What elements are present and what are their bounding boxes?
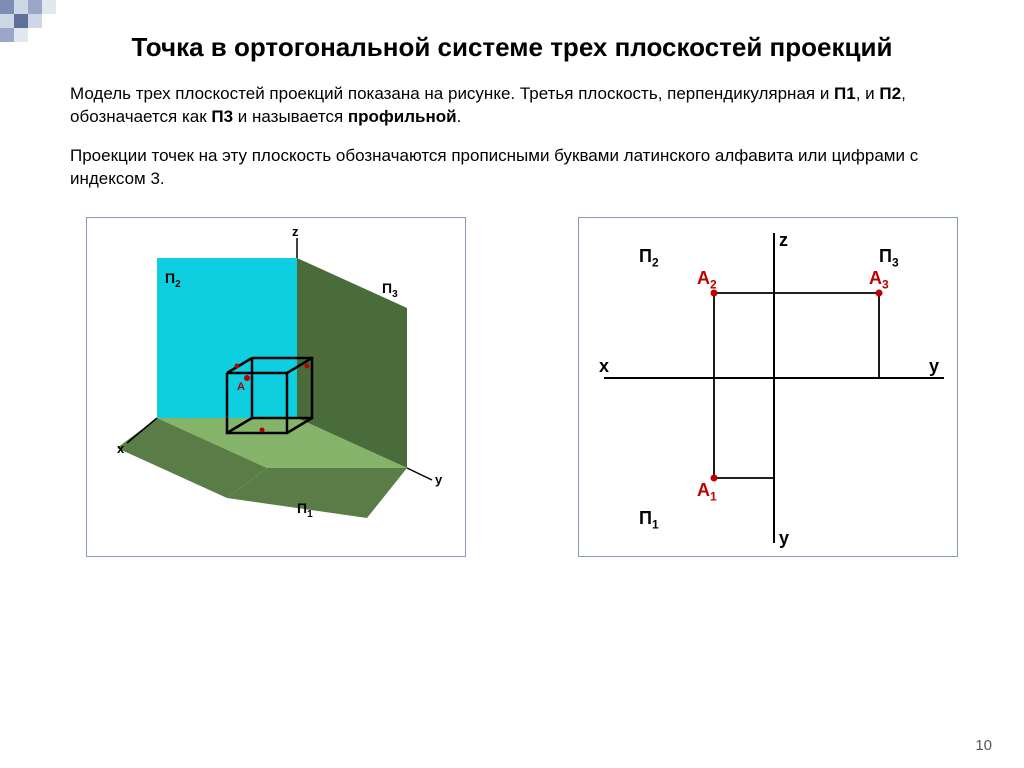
label-a1-2d: A1: [697, 480, 717, 504]
figures-row: z x y П2 П3 П1 A z x: [0, 207, 1024, 557]
figure-2d-svg: [579, 218, 959, 558]
label-x-3d: x: [117, 441, 125, 456]
label-y-bottom-2d: y: [779, 528, 789, 549]
p1-bold-h: профильной: [348, 107, 457, 126]
page-number: 10: [975, 737, 992, 754]
title-text: Точка в ортогональной системе трех плоск…: [132, 32, 893, 62]
label-p3-2d: П3: [879, 246, 899, 270]
p1-bold-d: П2: [879, 84, 901, 103]
label-a3-2d: A3: [869, 268, 889, 292]
label-p2-2d: П2: [639, 246, 659, 270]
figure-3d: z x y П2 П3 П1 A: [86, 217, 466, 557]
figure-3d-svg: z x y П2 П3 П1 A: [87, 218, 467, 558]
label-y-right-2d: y: [929, 356, 939, 377]
p1-bold-b: П1: [834, 84, 856, 103]
label-z-3d: z: [292, 224, 299, 239]
label-x-2d: x: [599, 356, 609, 377]
projection-lines: [714, 293, 879, 478]
p1-part-g: и называется: [233, 107, 348, 126]
p1-part-i: .: [457, 107, 462, 126]
label-a2-2d: A2: [697, 268, 717, 292]
figure-2d: z x y y П2 П3 П1 A2 A3 A1: [578, 217, 958, 557]
label-p3-3d: П3: [382, 280, 398, 300]
axis-y: [407, 468, 432, 480]
label-y-3d: y: [435, 472, 443, 487]
p1-part-a: Модель трех плоскостей проекций показана…: [70, 84, 834, 103]
page-title: Точка в ортогональной системе трех плоск…: [0, 0, 1024, 63]
point-a2: [235, 363, 240, 368]
paragraph-1: Модель трех плоскостей проекций показана…: [70, 83, 994, 129]
p2-text: Проекции точек на эту плоскость обознача…: [70, 146, 918, 188]
p1-bold-f: П3: [211, 107, 233, 126]
label-p1-2d: П1: [639, 508, 659, 532]
body-text: Модель трех плоскостей проекций показана…: [0, 63, 1024, 191]
corner-decoration: [0, 0, 120, 50]
label-z-2d: z: [779, 230, 788, 251]
axes-2d: [604, 233, 944, 543]
point-a1: [260, 427, 265, 432]
paragraph-2: Проекции точек на эту плоскость обознача…: [70, 145, 994, 191]
point-a3: [305, 363, 310, 368]
label-a-3d: A: [237, 381, 245, 393]
p1-part-c: , и: [856, 84, 880, 103]
